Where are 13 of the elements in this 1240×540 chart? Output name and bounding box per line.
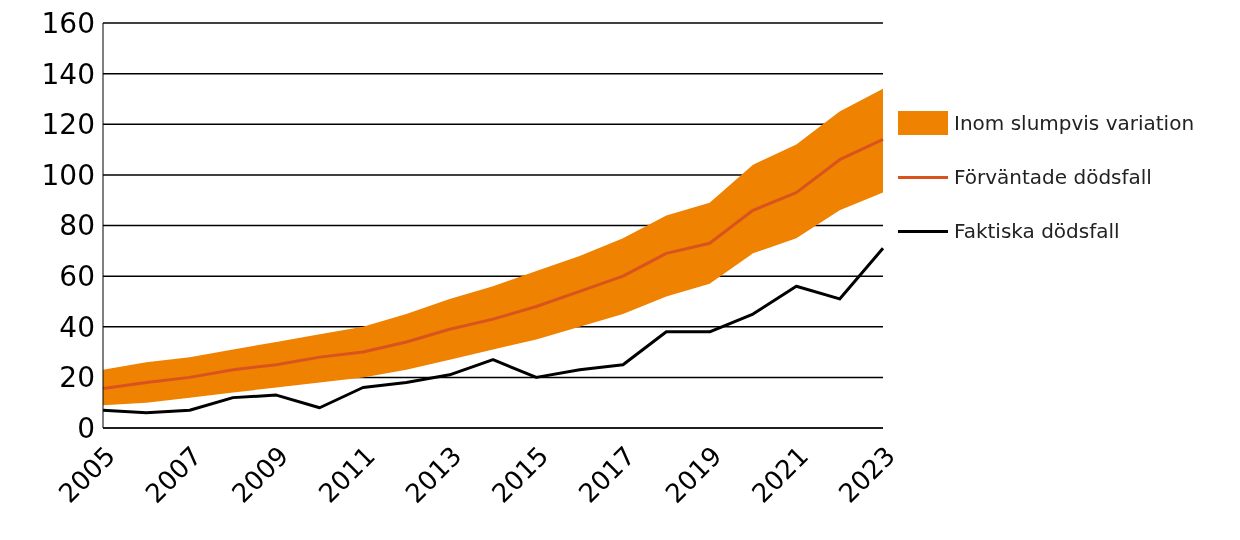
y-tick-label: 60 bbox=[59, 260, 95, 294]
line-series bbox=[101, 137, 885, 391]
legend-label: Faktiska dödsfall bbox=[954, 219, 1120, 243]
legend-label: Förväntade dödsfall bbox=[954, 165, 1152, 189]
y-tick-label: 120 bbox=[41, 108, 95, 142]
y-tick-label: 80 bbox=[59, 209, 95, 243]
y-tick-label: 140 bbox=[41, 57, 95, 91]
y-tick-label: 100 bbox=[41, 158, 95, 192]
y-tick-label: 0 bbox=[77, 411, 95, 445]
y-tick-label: 160 bbox=[41, 6, 95, 40]
y-tick-label: 20 bbox=[59, 361, 95, 395]
legend-label: Inom slumpvis variation bbox=[954, 111, 1195, 135]
y-tick-label: 40 bbox=[59, 310, 95, 344]
